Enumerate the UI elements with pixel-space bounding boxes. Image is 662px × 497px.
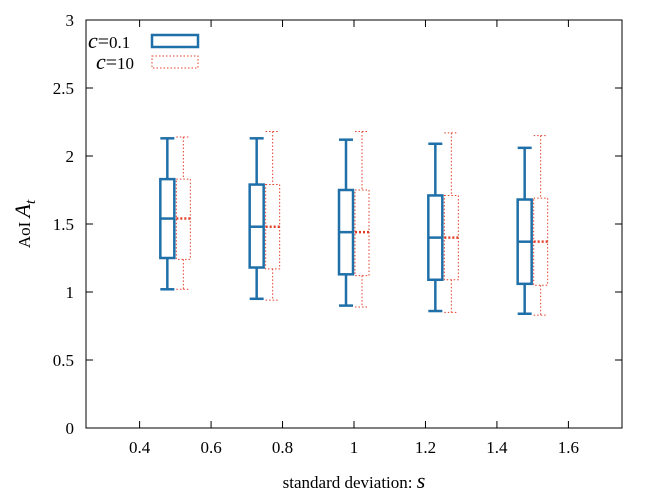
y-tick-label: 2.5 bbox=[53, 79, 74, 98]
x-axis-title-var: s bbox=[417, 468, 426, 493]
box-iqr bbox=[176, 179, 190, 259]
legend-label-c-0-1: c=0.1 bbox=[88, 28, 130, 53]
y-axis: 0 0.5 1 1.5 2 2.5 3 bbox=[53, 11, 622, 438]
y-axis-title-text: AoI bbox=[15, 217, 34, 248]
box-series bbox=[160, 132, 547, 316]
legend-label-c-10: c=10 bbox=[96, 49, 134, 74]
y-tick-label: 0.5 bbox=[53, 351, 74, 370]
y-tick-label: 3 bbox=[66, 11, 75, 30]
x-tick-label: 0.4 bbox=[129, 438, 151, 457]
y-tick-label: 2 bbox=[66, 147, 75, 166]
y-axis-title-sub: t bbox=[23, 199, 39, 204]
x-tick-label: 1.6 bbox=[558, 438, 579, 457]
box-iqr bbox=[266, 185, 280, 269]
x-axis-title: standard deviation: s bbox=[283, 468, 426, 493]
x-axis-title-text: standard deviation: bbox=[283, 473, 417, 492]
y-axis-title-var: A bbox=[10, 203, 35, 219]
legend-swatch-c-10 bbox=[152, 56, 198, 68]
series-c-10 bbox=[176, 132, 547, 316]
box-iqr bbox=[534, 198, 548, 285]
legend-val: 0.1 bbox=[109, 33, 130, 52]
legend: c=0.1c=10 bbox=[88, 28, 198, 74]
legend-swatch-c-0-1 bbox=[152, 35, 198, 47]
y-axis-title: AoI At bbox=[10, 199, 39, 248]
box-iqr bbox=[355, 190, 369, 276]
series-c-0-1 bbox=[160, 138, 531, 313]
legend-var: c bbox=[96, 49, 106, 74]
x-tick-label: 0.8 bbox=[272, 438, 293, 457]
y-tick-label: 0 bbox=[66, 419, 75, 438]
x-tick-label: 1 bbox=[350, 438, 359, 457]
legend-val: 10 bbox=[117, 54, 134, 73]
x-tick-label: 0.6 bbox=[200, 438, 221, 457]
y-tick-label: 1 bbox=[66, 283, 75, 302]
x-tick-label: 1.2 bbox=[415, 438, 436, 457]
y-tick-label: 1.5 bbox=[53, 215, 74, 234]
legend-op: = bbox=[106, 52, 117, 74]
box-iqr bbox=[444, 195, 458, 279]
boxplot-chart: 0 0.5 1 1.5 2 2.5 3 0.4 0.6 0.8 1 1.2 1.4 1.6 AoI At… bbox=[0, 0, 662, 497]
x-tick-label: 1.4 bbox=[486, 438, 508, 457]
